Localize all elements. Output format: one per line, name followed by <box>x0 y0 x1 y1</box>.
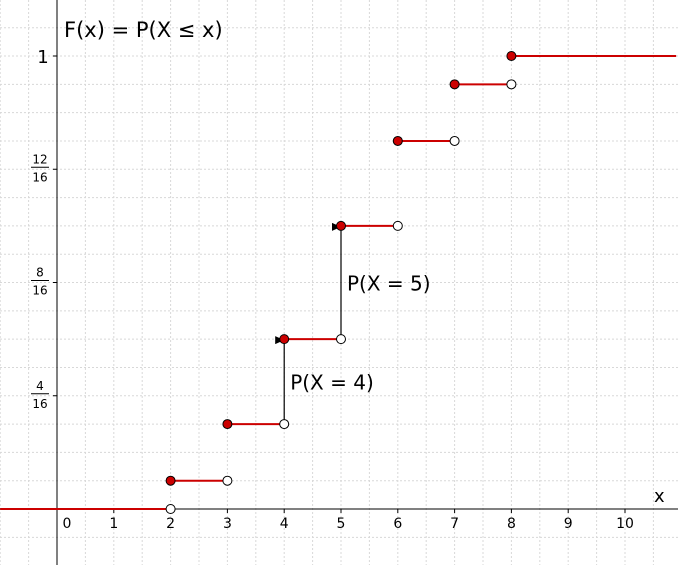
closed-dot <box>506 51 517 61</box>
jump-label: P(X = 5) <box>347 272 431 296</box>
closed-dot <box>279 334 290 345</box>
closed-dot <box>392 135 403 146</box>
x-tick-label: 9 <box>564 516 573 532</box>
jump-label: P(X = 4) <box>290 371 374 395</box>
closed-dot <box>222 419 233 430</box>
open-dot <box>279 419 290 430</box>
x-tick-label: 4 <box>280 516 289 532</box>
open-dot <box>506 79 517 90</box>
x-tick-label: 6 <box>393 516 402 532</box>
x-tick-label: 8 <box>507 516 516 532</box>
x-tick-label: 2 <box>166 516 175 532</box>
closed-dot <box>165 475 176 486</box>
x-tick-label: 5 <box>337 516 346 532</box>
x-axis-label: x <box>654 486 665 507</box>
open-dot <box>165 504 176 514</box>
open-dot <box>392 220 403 231</box>
closed-dot <box>449 79 460 90</box>
y-tick-denominator: 16 <box>32 397 47 411</box>
y-tick-numerator: 8 <box>36 266 44 280</box>
y-tick-numerator: 4 <box>36 379 44 393</box>
y-tick-denominator: 16 <box>32 284 47 298</box>
y-tick-numerator: 12 <box>32 152 47 166</box>
closed-dot <box>336 220 346 231</box>
x-tick-label: 3 <box>223 516 232 532</box>
x-tick-label: 1 <box>109 516 118 532</box>
endpoint-dots <box>165 51 517 514</box>
step-segments <box>0 55 677 510</box>
x-tick-label: 0 <box>63 516 72 532</box>
jump-arrows: P(X = 4) P(X = 5) <box>275 222 431 425</box>
y-tick-denominator: 16 <box>32 170 47 184</box>
open-dot <box>336 334 346 345</box>
x-tick-label: 10 <box>616 516 634 532</box>
open-dot <box>449 135 460 146</box>
y-tick-label: 1 <box>37 47 48 68</box>
open-dot <box>222 475 233 486</box>
chart-title: F(x) = P(X ≤ x) <box>64 18 223 42</box>
x-tick-label: 7 <box>450 516 459 532</box>
